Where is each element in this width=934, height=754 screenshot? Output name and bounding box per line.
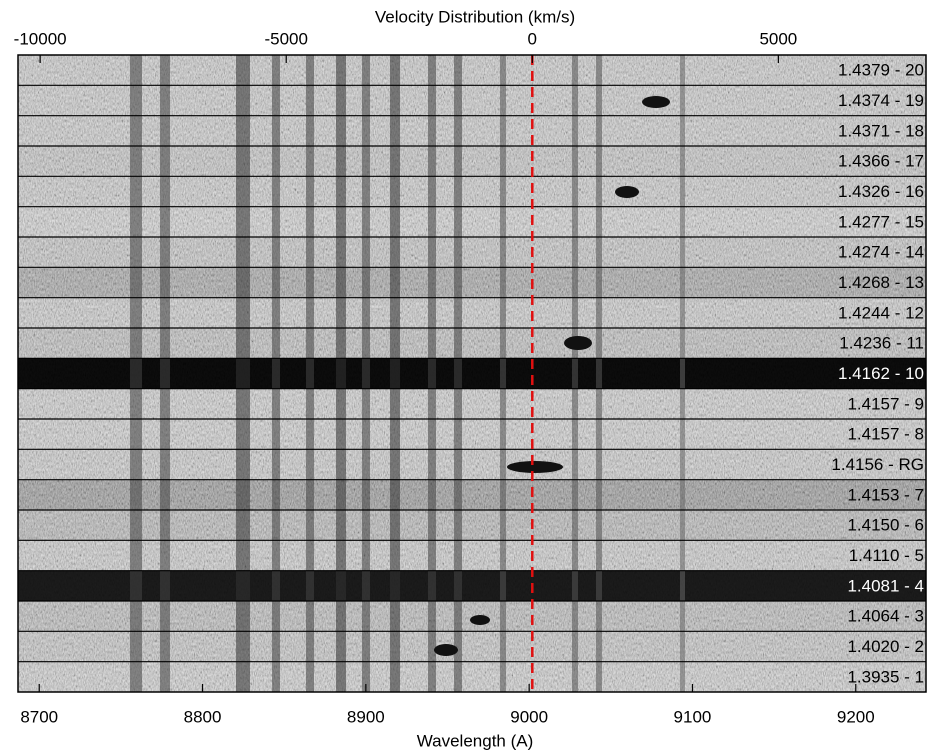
strip-label: 1.4156 - RG — [831, 455, 924, 474]
x-tick-label: 8900 — [347, 707, 385, 726]
strip-label: 1.4153 - 7 — [847, 485, 924, 504]
strip-label: 1.4274 - 14 — [838, 243, 924, 262]
strip — [18, 601, 926, 632]
strips — [18, 55, 926, 692]
strip-label: 1.4236 - 11 — [839, 334, 924, 353]
strip — [18, 540, 926, 571]
strip-label: 1.4277 - 15 — [838, 212, 924, 231]
strip-label: 1.4326 - 16 — [838, 182, 924, 201]
strip — [18, 267, 926, 298]
strip — [18, 55, 926, 86]
strip-label: 1.4081 - 4 — [847, 576, 924, 595]
strip-label: 1.3935 - 1 — [847, 667, 924, 686]
strip-label: 1.4268 - 13 — [838, 273, 924, 292]
x-tick-label: 8800 — [184, 707, 222, 726]
strip — [18, 146, 926, 177]
strip — [18, 176, 926, 207]
strip — [18, 510, 926, 541]
strip-label: 1.4020 - 2 — [847, 637, 924, 656]
strip — [18, 449, 926, 480]
sky-lines — [130, 55, 685, 692]
strip — [18, 237, 926, 268]
x2-tick-label: 0 — [528, 29, 537, 48]
strip-label: 1.4110 - 5 — [849, 546, 924, 565]
x-tick-label: 9000 — [510, 707, 548, 726]
strip — [18, 358, 926, 389]
strip-label: 1.4379 - 20 — [838, 61, 924, 80]
x-tick-label: 9100 — [674, 707, 712, 726]
strip — [18, 297, 926, 328]
strip — [18, 206, 926, 237]
strip — [18, 661, 926, 692]
emission-features — [434, 96, 670, 656]
strip — [18, 479, 926, 510]
strip-label: 1.4157 - 9 — [847, 394, 924, 413]
plot-frame — [17, 54, 927, 693]
chart-title: Velocity Distribution (km/s) — [375, 7, 575, 26]
strip — [18, 328, 926, 359]
strip-label: 1.4157 - 8 — [847, 425, 924, 444]
strip-label: 1.4064 - 3 — [847, 607, 924, 626]
x2-tick-label: -5000 — [264, 29, 307, 48]
x2-tick-label: 5000 — [759, 29, 797, 48]
strip-label: 1.4162 - 10 — [838, 364, 924, 383]
strip — [18, 570, 926, 601]
x-axis-label: Wavelength (A) — [417, 731, 534, 750]
axes: 1.4379 - 20 1.4374 - 19 1.4371 - 18 1.4366 … — [14, 29, 926, 726]
strip — [18, 85, 926, 116]
plot-area — [18, 55, 926, 692]
strip-label: 1.4371 - 18 — [838, 121, 924, 140]
x-tick-label: 8700 — [20, 707, 58, 726]
strip — [18, 388, 926, 419]
strip-label: 1.4366 - 17 — [838, 152, 924, 171]
strip-label: 1.4244 - 12 — [838, 303, 924, 322]
x2-tick-label: -10000 — [14, 29, 67, 48]
x-tick-label: 9200 — [837, 707, 875, 726]
strip — [18, 419, 926, 450]
strip-label: 1.4374 - 19 — [838, 91, 924, 110]
strip — [18, 631, 926, 662]
strip-label: 1.4150 - 6 — [847, 516, 924, 535]
strip — [18, 115, 926, 146]
